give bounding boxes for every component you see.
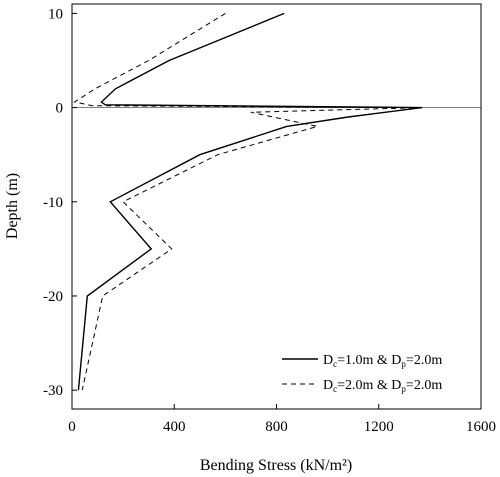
y-tick-label: -30 [43, 383, 63, 399]
series-line-1-solid [77, 12, 423, 391]
x-tick-label: 1200 [364, 419, 394, 435]
x-tick-label: 1600 [466, 419, 496, 435]
y-tick-label: 10 [48, 6, 63, 22]
x-tick-label: 0 [68, 419, 76, 435]
series-line-2-dashed [73, 12, 423, 391]
legend-label-series-1: Dc=1.0m & Dp=2.0m [323, 353, 442, 369]
y-tick-label: -20 [43, 289, 63, 305]
legend-label-series-2: Dc=2.0m & Dp=2.0m [323, 378, 442, 394]
x-tick-label: 800 [265, 419, 288, 435]
y-tick-label: -10 [43, 195, 63, 211]
y-tick-label: 0 [56, 101, 64, 117]
x-tick-label: 400 [163, 419, 186, 435]
legend: Dc=1.0m & Dp=2.0m Dc=2.0m & Dp=2.0m [282, 353, 442, 394]
plot-frame [71, 3, 482, 410]
x-axis-title: Bending Stress (kN/m²) [200, 457, 352, 474]
y-axis-title: Depth (m) [4, 173, 21, 239]
